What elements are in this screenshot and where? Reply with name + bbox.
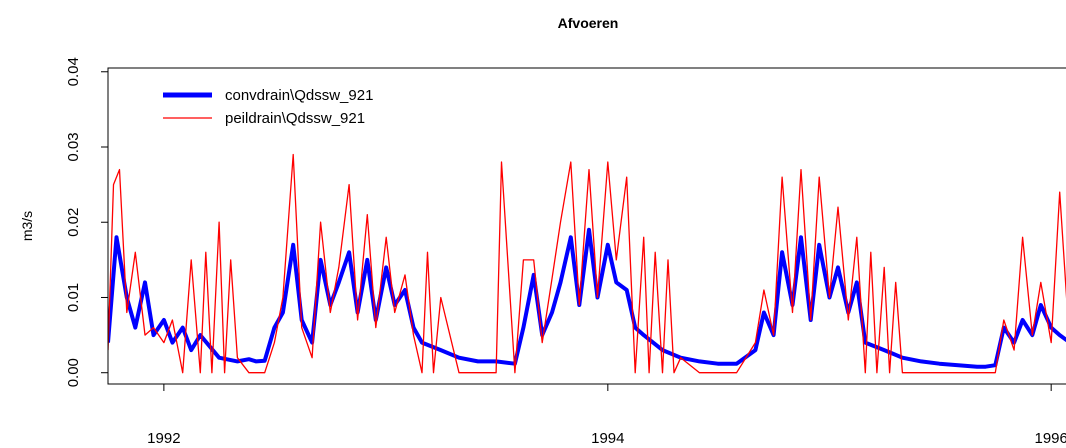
y-axis-label: m3/s <box>19 211 35 241</box>
series-line-convdrain <box>108 227 1066 369</box>
y-tick-label: 0.04 <box>65 57 82 86</box>
series-layer <box>108 153 1066 374</box>
axes-layer: 0.00 0.01 0.02 0.03 0.04 1992 1994 1996 <box>65 57 1066 447</box>
y-tick-label: 0.01 <box>65 283 82 312</box>
legend-label-convdrain: convdrain\Qdssw_921 <box>225 87 373 104</box>
legend-label-peildrain: peildrain\Qdssw_921 <box>225 110 365 127</box>
y-tick-label: 0.00 <box>65 358 82 387</box>
chart-title: Afvoeren <box>558 15 619 31</box>
series-line-peildrain <box>108 153 1066 374</box>
x-tick-label: 1992 <box>147 430 180 447</box>
x-tick-label: 1996 <box>1034 430 1066 447</box>
y-tick-label: 0.03 <box>65 132 82 161</box>
legend: convdrain\Qdssw_921 peildrain\Qdssw_921 <box>163 87 373 127</box>
x-tick-label: 1994 <box>591 430 624 447</box>
y-tick-label: 0.02 <box>65 208 82 237</box>
plot-frame <box>107 67 1066 385</box>
